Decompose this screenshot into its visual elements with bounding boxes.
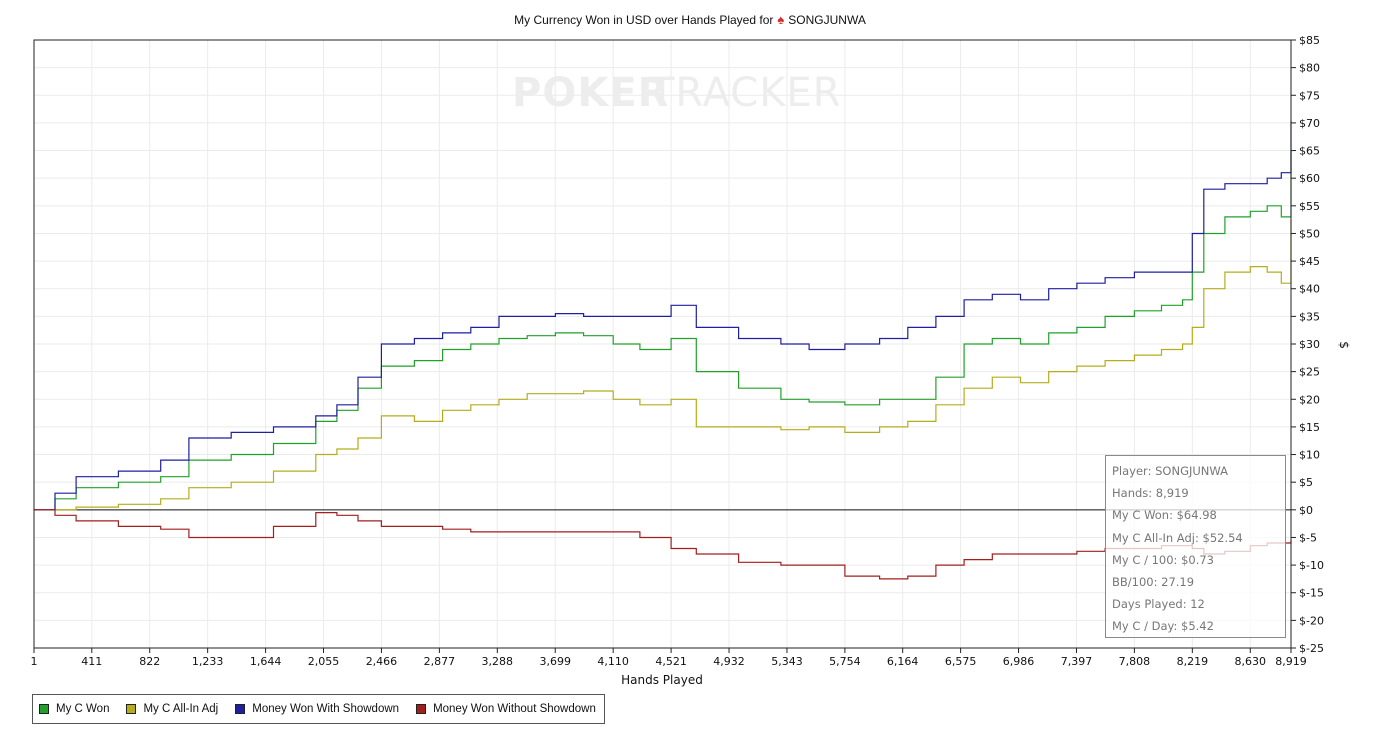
y-tick-label: $70: [1299, 117, 1320, 130]
x-axis-title: Hands Played: [621, 673, 703, 687]
y-tick-label: $-5: [1299, 531, 1317, 544]
y-tick-label: $65: [1299, 145, 1320, 158]
x-tick-label: 3,288: [482, 655, 514, 668]
x-tick-label: 1,233: [192, 655, 224, 668]
y-axis-title: $: [1337, 341, 1351, 349]
x-tick-label: 4,932: [713, 655, 745, 668]
x-tick-label: 4,521: [655, 655, 687, 668]
legend-item-with-showdown[interactable]: Money Won With Showdown: [235, 703, 399, 715]
x-axis: 1 411 822 1,233 1,644 2,055 2,466 2,877 3,288 3,6…: [31, 648, 1307, 668]
y-tick-label: $-25: [1299, 642, 1324, 655]
x-tick-label: 7,808: [1119, 655, 1151, 668]
x-tick-label: 822: [139, 655, 160, 668]
y-tick-label: $20: [1299, 393, 1320, 406]
y-tick-label: $15: [1299, 421, 1320, 434]
y-tick-label: $80: [1299, 62, 1320, 75]
x-tick-label: 1: [31, 655, 38, 668]
x-tick-label: 5,754: [829, 655, 861, 668]
y-tick-label: $-20: [1299, 614, 1324, 627]
stat-bb-100: BB/100: 27.19: [1112, 574, 1195, 589]
without-showdown-line: [34, 509, 1292, 580]
legend-item-my-c-won[interactable]: My C Won: [39, 703, 109, 715]
y-tick-label: $60: [1299, 172, 1320, 185]
spade-icon: ♠: [777, 12, 785, 27]
y-tick-label: $25: [1299, 366, 1320, 379]
chart-title-player: SONGJUNWA: [788, 13, 866, 27]
legend-item-all-in-adj[interactable]: My C All-In Adj: [126, 703, 218, 715]
x-tick-label: 8,219: [1177, 655, 1209, 668]
chart-legend: My C Won My C All-In Adj Money Won With …: [32, 694, 605, 724]
x-tick-label: 6,575: [945, 655, 977, 668]
y-tick-label: $0: [1299, 504, 1313, 517]
x-tick-label: 8,919: [1275, 655, 1307, 668]
watermark-tracker: TRACKER: [649, 70, 842, 116]
chart-title-text: My Currency Won in USD over Hands Played…: [514, 13, 774, 27]
x-tick-label: 1,644: [250, 655, 282, 668]
y-tick-label: $75: [1299, 89, 1320, 102]
legend-label: My C All-In Adj: [143, 703, 219, 715]
x-tick-label: 6,164: [887, 655, 919, 668]
x-tick-label: 7,397: [1061, 655, 1093, 668]
chart-grid: [33, 39, 1292, 649]
legend-label: My C Won: [56, 703, 110, 715]
chart-title: My Currency Won in USD over Hands Played…: [0, 12, 1380, 27]
x-tick-label: 5,343: [771, 655, 803, 668]
stat-hands: Hands: 8,919: [1112, 486, 1189, 501]
y-tick-label: $-15: [1299, 587, 1324, 600]
x-tick-label: 2,877: [424, 655, 456, 668]
x-tick-label: 8,630: [1235, 655, 1267, 668]
y-tick-label: $-10: [1299, 559, 1324, 572]
y-tick-label: $35: [1299, 310, 1320, 323]
y-tick-label: $30: [1299, 338, 1320, 351]
stat-won: My C Won: $64.98: [1112, 508, 1217, 523]
x-tick-label: 3,699: [539, 655, 571, 668]
x-tick-label: 2,055: [308, 655, 340, 668]
y-tick-label: $5: [1299, 476, 1313, 489]
stats-panel: Player: SONGJUNWA Hands: 8,919 My C Won:…: [1105, 455, 1286, 638]
y-axis: $85 $80 $75 $70 $65 $60 $55 $50 $45 $40 $35 $30 $25 $…: [1291, 34, 1324, 655]
legend-swatch: [39, 704, 49, 714]
legend-swatch: [416, 704, 427, 714]
y-tick-label: $10: [1299, 449, 1320, 462]
y-tick-label: $85: [1299, 34, 1320, 47]
x-tick-label: 6,986: [1003, 655, 1035, 668]
legend-label: Money Won With Showdown: [252, 703, 400, 715]
legend-item-without-showdown[interactable]: Money Won Without Showdown: [416, 703, 596, 715]
my-c-won-line: [34, 150, 1292, 511]
x-tick-label: 411: [81, 655, 102, 668]
legend-label: Money Won Without Showdown: [433, 703, 596, 715]
watermark-poker: POKER: [512, 70, 669, 116]
y-tick-label: $40: [1299, 283, 1320, 296]
with-showdown-line: [34, 120, 1292, 511]
legend-swatch: [126, 704, 137, 714]
stat-per-day: My C / Day: $5.42: [1112, 619, 1214, 634]
x-tick-label: 4,110: [597, 655, 629, 668]
all-in-adj-line: [34, 219, 1292, 511]
y-tick-label: $55: [1299, 200, 1320, 213]
legend-swatch: [235, 704, 246, 714]
stat-player: Player: SONGJUNWA: [1112, 464, 1228, 478]
stat-per-100: My C / 100: $0.73: [1112, 552, 1215, 567]
x-tick-label: 2,466: [366, 655, 398, 668]
stat-days-played: Days Played: 12: [1112, 597, 1205, 612]
stat-allin-adj: My C All-In Adj: $52.54: [1112, 530, 1243, 545]
y-tick-label: $50: [1299, 227, 1320, 240]
y-tick-label: $45: [1299, 255, 1320, 268]
